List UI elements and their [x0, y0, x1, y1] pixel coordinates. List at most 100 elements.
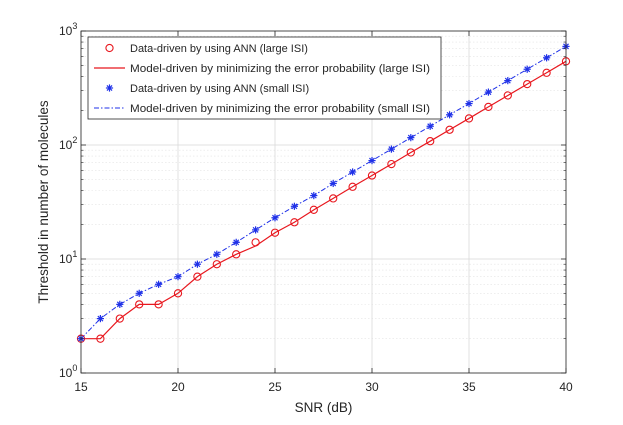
- data-point-small-isi: [252, 226, 260, 234]
- data-point-small-isi: [523, 65, 531, 73]
- star-stroke: [233, 239, 240, 246]
- legend-label: Model-driven by minimizing the error pro…: [130, 103, 430, 115]
- y-tick-base: 10: [59, 366, 73, 380]
- y-tick-base: 10: [59, 24, 73, 38]
- x-tick-label: 20: [171, 380, 185, 394]
- star-stroke: [524, 66, 531, 73]
- x-tick-label: 40: [559, 380, 573, 394]
- data-point-small-isi: [213, 250, 221, 258]
- legend-box: [87, 36, 442, 120]
- data-point-large-isi: [329, 194, 338, 203]
- legend-label: Data-driven by using ANN (large ISI): [130, 43, 308, 55]
- legend-label: Data-driven by using ANN (small ISI): [130, 83, 309, 95]
- data-point-small-isi: [368, 156, 376, 165]
- y-tick-exponent: 2: [72, 135, 77, 145]
- data-point-small-isi: [329, 179, 337, 188]
- star-stroke: [155, 281, 162, 288]
- y-tick-exponent: 3: [72, 21, 77, 31]
- star-stroke: [97, 315, 104, 322]
- star-stroke: [543, 54, 550, 61]
- star-stroke: [194, 261, 201, 268]
- data-point-large-isi: [154, 300, 163, 309]
- star-stroke: [136, 290, 143, 297]
- x-tick-label: 35: [462, 380, 476, 394]
- data-point-small-isi: [290, 202, 298, 210]
- star-stroke: [485, 89, 492, 96]
- star-stroke: [252, 226, 259, 233]
- star-stroke: [291, 203, 298, 210]
- data-point-large-isi: [115, 314, 124, 323]
- star-stroke: [427, 123, 434, 130]
- y-tick-label: 103: [59, 21, 77, 38]
- x-tick-label: 25: [268, 380, 282, 394]
- data-point-large-isi: [270, 228, 280, 237]
- data-point-large-isi: [173, 289, 183, 298]
- data-point-small-isi: [193, 260, 201, 268]
- data-point-large-isi: [251, 238, 260, 247]
- data-point-large-isi: [426, 137, 435, 146]
- legend-label: Model-driven by minimizing the error pro…: [130, 63, 430, 75]
- x-axis-label: SNR (dB): [295, 400, 353, 415]
- plot-frame: [80, 30, 567, 374]
- star-stroke: [504, 77, 511, 84]
- legend: Data-driven by using ANN (large ISI) Mode…: [87, 36, 442, 120]
- data-point-large-isi: [464, 114, 474, 123]
- star-stroke: [310, 192, 317, 199]
- data-point-large-isi: [542, 68, 551, 77]
- data-point-small-isi: [504, 77, 512, 85]
- data-point-small-isi: [135, 289, 143, 297]
- star-stroke: [330, 180, 337, 187]
- star-stroke: [106, 85, 113, 91]
- star-stroke: [407, 134, 414, 141]
- data-point-small-isi: [543, 54, 551, 62]
- data-point-small-isi: [174, 273, 182, 281]
- legend-marker-circle: [105, 43, 114, 53]
- data-point-large-isi: [212, 260, 221, 269]
- star-stroke: [388, 146, 395, 153]
- series-line-small-isi: [80, 45, 567, 340]
- legend-marker-star: [105, 84, 114, 92]
- series-layer: [76, 42, 571, 343]
- data-point-large-isi: [135, 300, 144, 309]
- star-stroke: [213, 251, 220, 258]
- data-point-small-isi: [349, 168, 357, 176]
- data-point-small-isi: [310, 191, 318, 200]
- data-point-large-isi: [445, 125, 454, 134]
- data-point-small-isi: [116, 300, 124, 308]
- data-point-large-isi: [523, 79, 532, 89]
- y-tick-label: 100: [59, 363, 77, 380]
- data-point-large-isi: [193, 272, 202, 281]
- data-point-small-isi: [446, 111, 454, 119]
- data-point-small-isi: [387, 145, 395, 153]
- y-tick-base: 10: [59, 138, 73, 152]
- data-point-small-isi: [465, 99, 473, 108]
- star-stroke: [349, 168, 356, 175]
- y-axis-label: Threshold in number of molecules: [36, 100, 51, 304]
- data-point-large-isi: [387, 159, 396, 169]
- data-point-large-isi: [367, 171, 377, 180]
- data-point-large-isi: [290, 218, 299, 227]
- data-point-small-isi: [155, 280, 163, 288]
- data-point-small-isi: [232, 238, 240, 246]
- y-tick-exponent: 0: [72, 363, 77, 373]
- data-point-small-isi: [426, 122, 434, 130]
- star-stroke: [466, 100, 472, 107]
- star-stroke: [446, 111, 453, 118]
- data-point-large-isi: [503, 91, 512, 100]
- data-point-large-isi: [348, 182, 357, 191]
- y-tick-label: 102: [59, 135, 77, 152]
- data-point-large-isi: [232, 250, 241, 259]
- star-stroke: [116, 301, 123, 308]
- data-point-large-isi: [406, 148, 415, 157]
- data-point-large-isi: [96, 334, 105, 343]
- y-tick-exponent: 1: [72, 249, 77, 259]
- data-point-large-isi: [484, 102, 493, 112]
- data-point-large-isi: [309, 205, 318, 214]
- star-stroke: [369, 157, 375, 164]
- y-tick-label: 101: [59, 249, 77, 266]
- data-point-small-isi: [407, 134, 415, 142]
- data-point-small-isi: [271, 214, 279, 222]
